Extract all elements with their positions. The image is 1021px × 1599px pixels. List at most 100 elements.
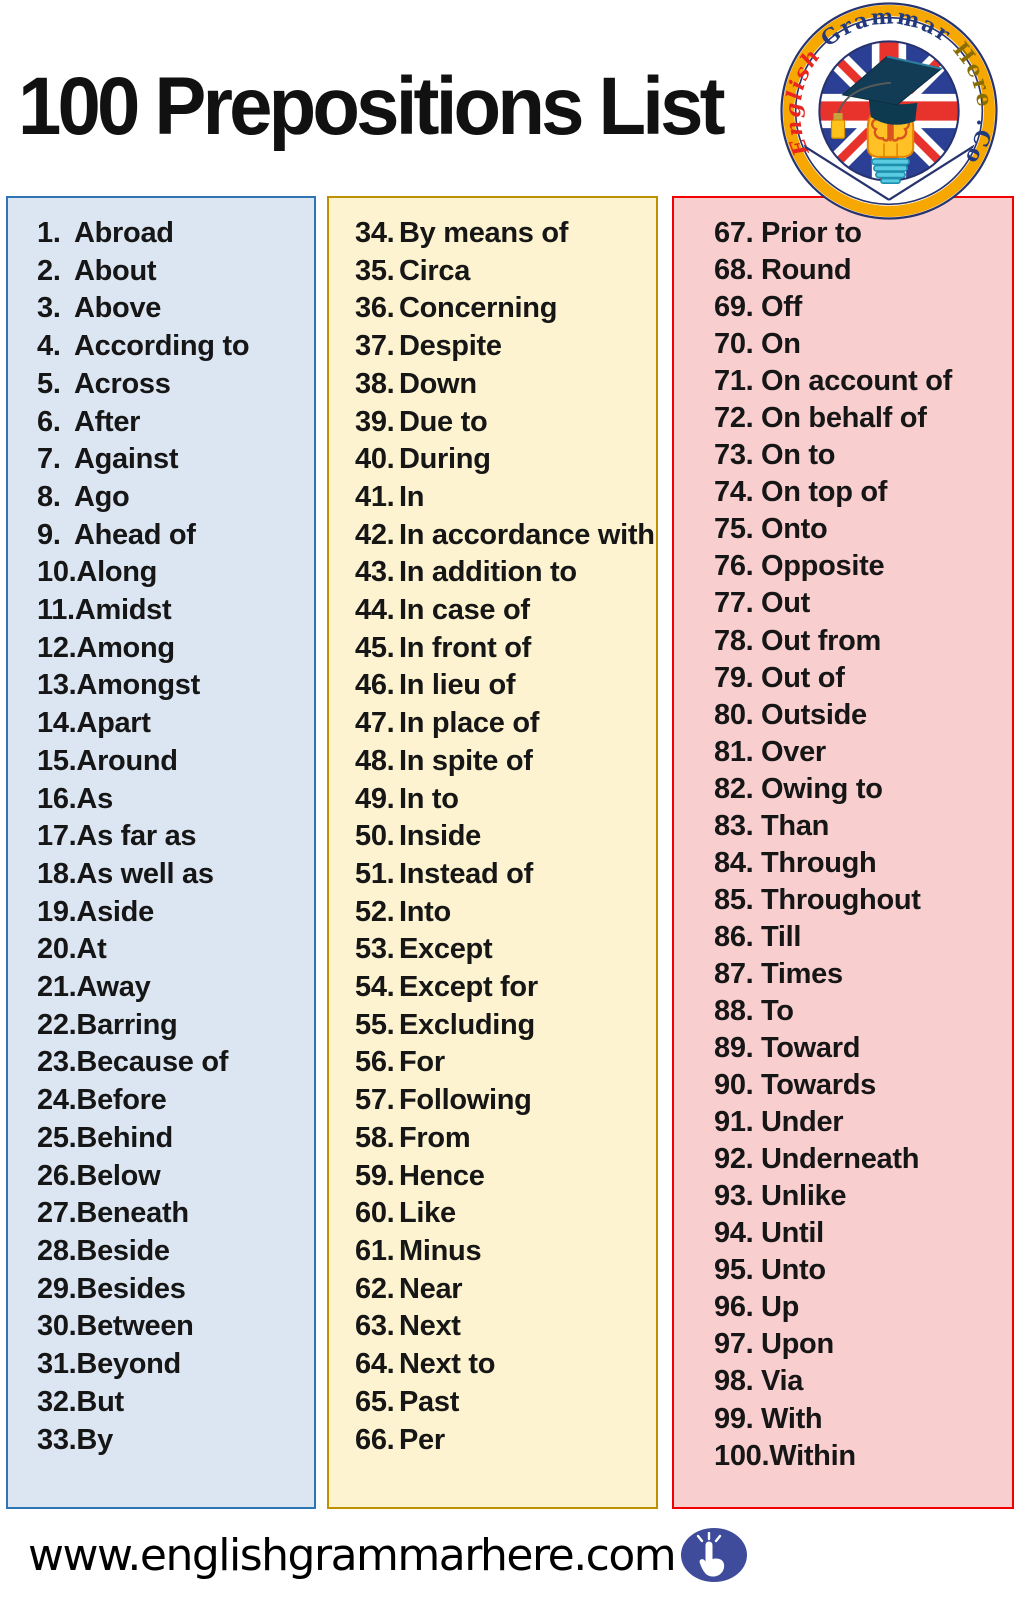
list-item: 13.Amongst <box>37 667 314 705</box>
list-item: 87. Times <box>714 956 1012 993</box>
list-item: 81. Over <box>714 734 1012 771</box>
item-number: 90. <box>714 1069 754 1102</box>
item-number: 78. <box>714 624 754 657</box>
item-label: As well as <box>76 857 214 890</box>
list-item: 93. Unlike <box>714 1178 1012 1215</box>
item-number: 21. <box>37 971 77 1004</box>
item-label: Toward <box>761 1032 861 1065</box>
item-label: Around <box>76 744 178 777</box>
item-label: Excluding <box>399 1008 535 1041</box>
list-item: 17.As far as <box>37 818 314 856</box>
item-number: 18. <box>37 857 77 890</box>
item-label: Times <box>761 957 843 990</box>
item-label: Off <box>761 291 802 324</box>
list-item: 67. Prior to <box>714 215 1012 252</box>
list-item: 95. Unto <box>714 1252 1012 1289</box>
item-label: Until <box>761 1217 824 1250</box>
list-item: 98. Via <box>714 1363 1012 1400</box>
list-item: 33.By <box>37 1422 314 1460</box>
compass-lines <box>797 136 981 201</box>
item-number: 65. <box>355 1385 395 1418</box>
list-item: 47. In place of <box>355 705 656 743</box>
list-item: 65. Past <box>355 1384 656 1422</box>
item-number: 96. <box>714 1291 754 1324</box>
item-number: 12. <box>37 631 77 664</box>
item-number: 74. <box>714 476 754 509</box>
english-grammar-here-logo: English Grammar Here .Com <box>780 2 998 220</box>
item-number: 11. <box>37 594 75 627</box>
item-number: 35. <box>355 254 395 287</box>
list-item: 64. Next to <box>355 1346 656 1384</box>
list-item: 56. For <box>355 1044 656 1082</box>
item-number: 39. <box>355 405 395 438</box>
item-number: 6. <box>37 405 61 438</box>
item-number: 46. <box>355 669 395 702</box>
item-label: By <box>76 1423 113 1456</box>
list-item: 51. Instead of <box>355 856 656 894</box>
item-number: 63. <box>355 1310 395 1343</box>
item-label: Before <box>76 1084 167 1117</box>
item-label: Apart <box>76 707 151 740</box>
click-hand-icon <box>681 1528 748 1582</box>
item-label: Inside <box>399 820 481 853</box>
list-item: 89. Toward <box>714 1030 1012 1067</box>
list-item: 38. Down <box>355 366 656 404</box>
item-number: 92. <box>714 1143 754 1176</box>
item-number: 26. <box>37 1159 77 1192</box>
item-label: From <box>399 1121 471 1154</box>
prepositions-column-3: 67. Prior to 68. Round 69. Off 70. On 71. On … <box>672 196 1014 1509</box>
item-label: Between <box>76 1310 194 1343</box>
list-item: 9. Ahead of <box>37 517 314 555</box>
list-item: 76. Opposite <box>714 548 1012 585</box>
prepositions-column-2: 34. By means of 35. Circa 36. Concerning 37… <box>327 196 658 1509</box>
item-label: Up <box>761 1291 800 1324</box>
item-label: Circa <box>399 254 471 287</box>
item-label: Concerning <box>399 292 558 325</box>
list-item: 75. Onto <box>714 511 1012 548</box>
item-label: In addition to <box>399 556 577 589</box>
item-label: Like <box>399 1197 456 1230</box>
item-number: 23. <box>37 1046 77 1079</box>
item-number: 77. <box>714 587 754 620</box>
item-label: Aside <box>76 895 154 928</box>
item-number: 8. <box>37 480 61 513</box>
list-item: 8. Ago <box>37 479 314 517</box>
item-number: 1. <box>37 217 61 249</box>
item-label: On top of <box>761 476 888 509</box>
item-number: 55. <box>355 1008 395 1041</box>
item-label: Into <box>399 895 451 928</box>
item-number: 40. <box>355 443 395 476</box>
item-label: Next to <box>399 1348 496 1381</box>
item-number: 9. <box>37 518 61 551</box>
item-label: Towards <box>761 1069 876 1102</box>
item-number: 34. <box>355 217 395 249</box>
item-label: Opposite <box>761 550 885 583</box>
list-item: 91. Under <box>714 1104 1012 1141</box>
item-number: 14. <box>37 707 77 740</box>
footer: www.englishgrammarhere.com <box>28 1522 748 1588</box>
list-item: 7. Against <box>37 441 314 479</box>
item-label: Above <box>74 292 162 325</box>
item-label: Because of <box>76 1046 229 1079</box>
list-item: 53. Except <box>355 931 656 969</box>
list-item: 43. In addition to <box>355 554 656 592</box>
list-item: 77. Out <box>714 585 1012 622</box>
item-label: As far as <box>76 820 197 853</box>
item-number: 72. <box>714 402 754 435</box>
item-number: 57. <box>355 1084 395 1117</box>
item-number: 98. <box>714 1365 754 1398</box>
list-item: 34. By means of <box>355 215 656 253</box>
list-item: 11.Amidst <box>37 592 314 630</box>
list-item: 10.Along <box>37 554 314 592</box>
item-number: 13. <box>37 669 77 702</box>
list-item: 35. Circa <box>355 253 656 291</box>
item-label: Among <box>76 631 175 664</box>
item-label: Over <box>761 735 826 768</box>
list-item: 72. On behalf of <box>714 400 1012 437</box>
list-item: 83. Than <box>714 808 1012 845</box>
item-number: 52. <box>355 895 395 928</box>
item-number: 91. <box>714 1106 754 1139</box>
item-label: To <box>761 994 794 1027</box>
list-item: 42. In accordance with <box>355 517 656 555</box>
item-label: In case of <box>399 594 530 627</box>
